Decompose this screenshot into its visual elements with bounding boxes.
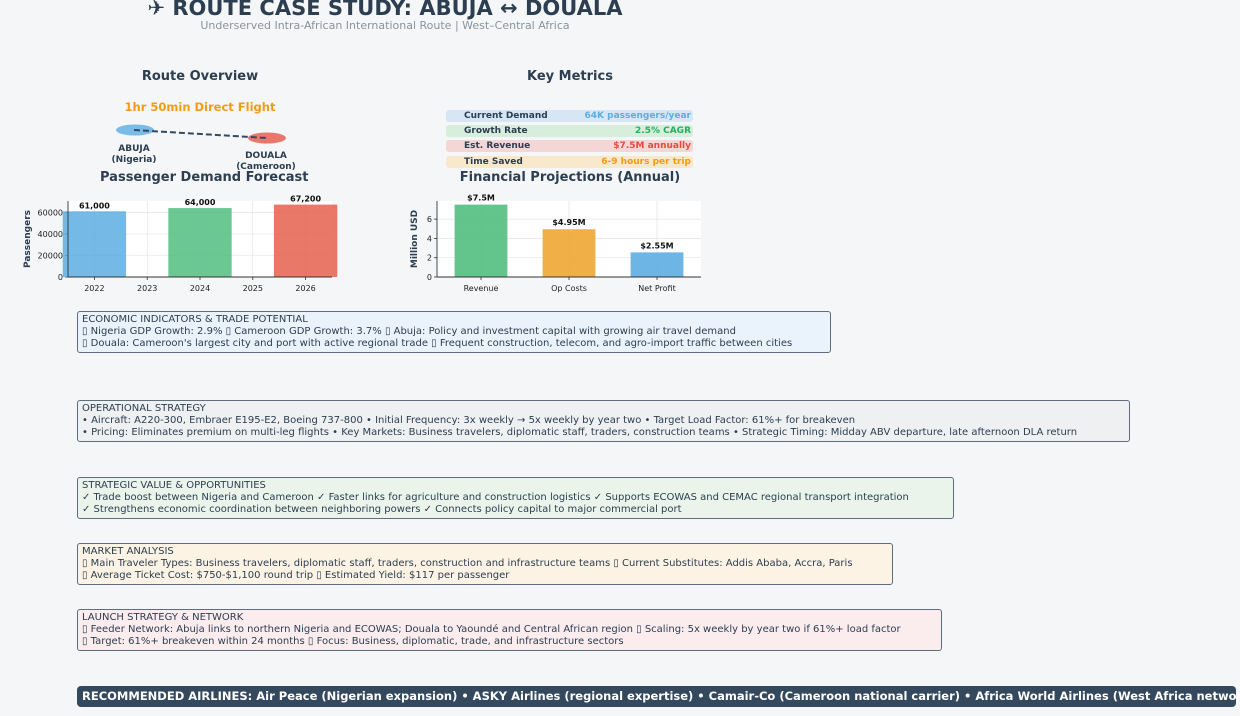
market-line-1: ▯ Main Traveler Types: Business traveler…: [82, 558, 853, 569]
x-tick-label: 2022: [84, 284, 104, 293]
launch-line-2: ▯ Target: 61%+ breakeven within 24 month…: [82, 636, 624, 647]
metric-value: 6-9 hours per trip: [601, 157, 691, 167]
route-line: [133, 129, 268, 139]
y-tick-label: 6: [427, 215, 432, 224]
launch-strategy-box: LAUNCH STRATEGY & NETWORK ▯ Feeder Netwo…: [77, 609, 942, 651]
demand-bar: [168, 208, 232, 277]
metric-growth-rate: Growth Rate 2.5% CAGR: [446, 125, 693, 137]
x-tick-label: Revenue: [464, 284, 499, 293]
metric-value: $7.5M annually: [613, 141, 691, 151]
economic-line-1: ▯ Nigeria GDP Growth: 2.9% ▯ Cameroon GD…: [82, 326, 736, 337]
y-axis-label: Passengers: [23, 210, 33, 268]
economic-title: ECONOMIC INDICATORS & TRADE POTENTIAL: [82, 314, 308, 325]
strategic-line-1: ✓ Trade boost between Nigeria and Camero…: [82, 492, 909, 503]
metric-label: Growth Rate: [464, 126, 528, 136]
metric-current-demand: Current Demand 64K passengers/year: [446, 110, 693, 122]
x-tick-label: 2025: [243, 284, 263, 293]
market-line-2: ▯ Average Ticket Cost: $750-$1,100 round…: [82, 570, 510, 581]
key-metrics-title: Key Metrics: [527, 69, 613, 84]
destination-country-name: (Cameroon): [236, 162, 296, 172]
x-tick-label: 2026: [295, 284, 315, 293]
metric-value: 2.5% CAGR: [635, 126, 691, 136]
y-tick-label: 60000: [38, 208, 63, 217]
y-tick-label: 2: [427, 254, 432, 263]
strategic-title: STRATEGIC VALUE & OPPORTUNITIES: [82, 480, 266, 491]
route-overview-title: Route Overview: [141, 69, 259, 84]
page-title: ✈ ROUTE CASE STUDY: ABUJA ↔ DOUALA: [147, 0, 623, 20]
metric-value: 64K passengers/year: [584, 111, 691, 121]
origin-city-name: ABUJA: [118, 144, 150, 154]
demand-value-label: 64,000: [185, 198, 216, 207]
metric-label: Current Demand: [464, 111, 548, 121]
destination-city-label: DOUALA (Cameroon): [232, 151, 300, 173]
destination-city-name: DOUALA: [245, 151, 287, 161]
douala-marker: [248, 132, 286, 144]
operational-strategy-box: OPERATIONAL STRATEGY • Aircraft: A220-30…: [77, 400, 1130, 442]
financial-value-label: $7.5M: [467, 194, 495, 203]
passenger-demand-chart: 0 20000 40000 60000 2022 2023 2024 2025 2026 61,0…: [23, 195, 338, 293]
operational-title: OPERATIONAL STRATEGY: [82, 403, 206, 414]
economic-line-2: ▯ Douala: Cameroon's largest city and po…: [82, 338, 793, 349]
operational-line-2: • Pricing: Eliminates premium on multi-l…: [82, 427, 1078, 438]
launch-title: LAUNCH STRATEGY & NETWORK: [82, 612, 244, 623]
market-analysis-box: MARKET ANALYSIS ▯ Main Traveler Types: B…: [77, 543, 893, 585]
page-subtitle: Underserved Intra-African International …: [200, 19, 570, 32]
x-tick-label: 2024: [190, 284, 210, 293]
x-tick-label: Op Costs: [551, 284, 587, 293]
financial-bar: [542, 229, 596, 277]
market-title: MARKET ANALYSIS: [82, 546, 174, 557]
y-tick-label: 40000: [38, 230, 63, 239]
route-map: [116, 124, 286, 144]
y-tick-label: 0: [58, 273, 63, 282]
y-tick-label: 20000: [38, 251, 63, 260]
y-tick-label: 0: [427, 273, 432, 282]
origin-city-label: ABUJA (Nigeria): [100, 144, 168, 166]
strategic-line-2: ✓ Strengthens economic coordination betw…: [82, 504, 682, 515]
demand-value-label: 67,200: [290, 195, 321, 204]
demand-value-label: 61,000: [79, 201, 110, 210]
demand-chart-title: Passenger Demand Forecast: [100, 170, 309, 185]
launch-line-1: ▯ Feeder Network: Abuja links to norther…: [82, 624, 901, 635]
metric-est-revenue: Est. Revenue $7.5M annually: [446, 140, 693, 152]
metric-time-saved: Time Saved 6-9 hours per trip: [446, 156, 693, 168]
financial-value-label: $2.55M: [640, 241, 673, 250]
demand-bar: [273, 204, 338, 277]
flight-duration-label: 1hr 50min Direct Flight: [124, 100, 276, 114]
financial-value-label: $4.95M: [552, 218, 585, 227]
financial-projections-chart: 0 2 4 6 $7.5M Revenue $4.95M Op Costs $2.55M Net …: [410, 194, 701, 293]
x-tick-label: 2023: [137, 284, 157, 293]
financial-bar: [454, 204, 508, 277]
metric-label: Est. Revenue: [464, 141, 531, 151]
financial-chart-title: Financial Projections (Annual): [459, 170, 681, 185]
operational-line-1: • Aircraft: A220-300, Embraer E195-E2, B…: [82, 415, 856, 426]
financial-bar: [630, 252, 684, 277]
recommended-airlines-banner: RECOMMENDED AIRLINES: Air Peace (Nigeria…: [77, 686, 1240, 707]
metric-label: Time Saved: [464, 157, 523, 167]
strategic-value-box: STRATEGIC VALUE & OPPORTUNITIES ✓ Trade …: [77, 477, 954, 519]
origin-country-name: (Nigeria): [111, 155, 157, 165]
y-axis-label: Million USD: [410, 210, 420, 268]
y-tick-label: 4: [427, 234, 432, 243]
economic-indicators-box: ECONOMIC INDICATORS & TRADE POTENTIAL ▯ …: [77, 311, 831, 353]
demand-bar: [62, 211, 127, 277]
x-tick-label: Net Profit: [638, 284, 675, 293]
